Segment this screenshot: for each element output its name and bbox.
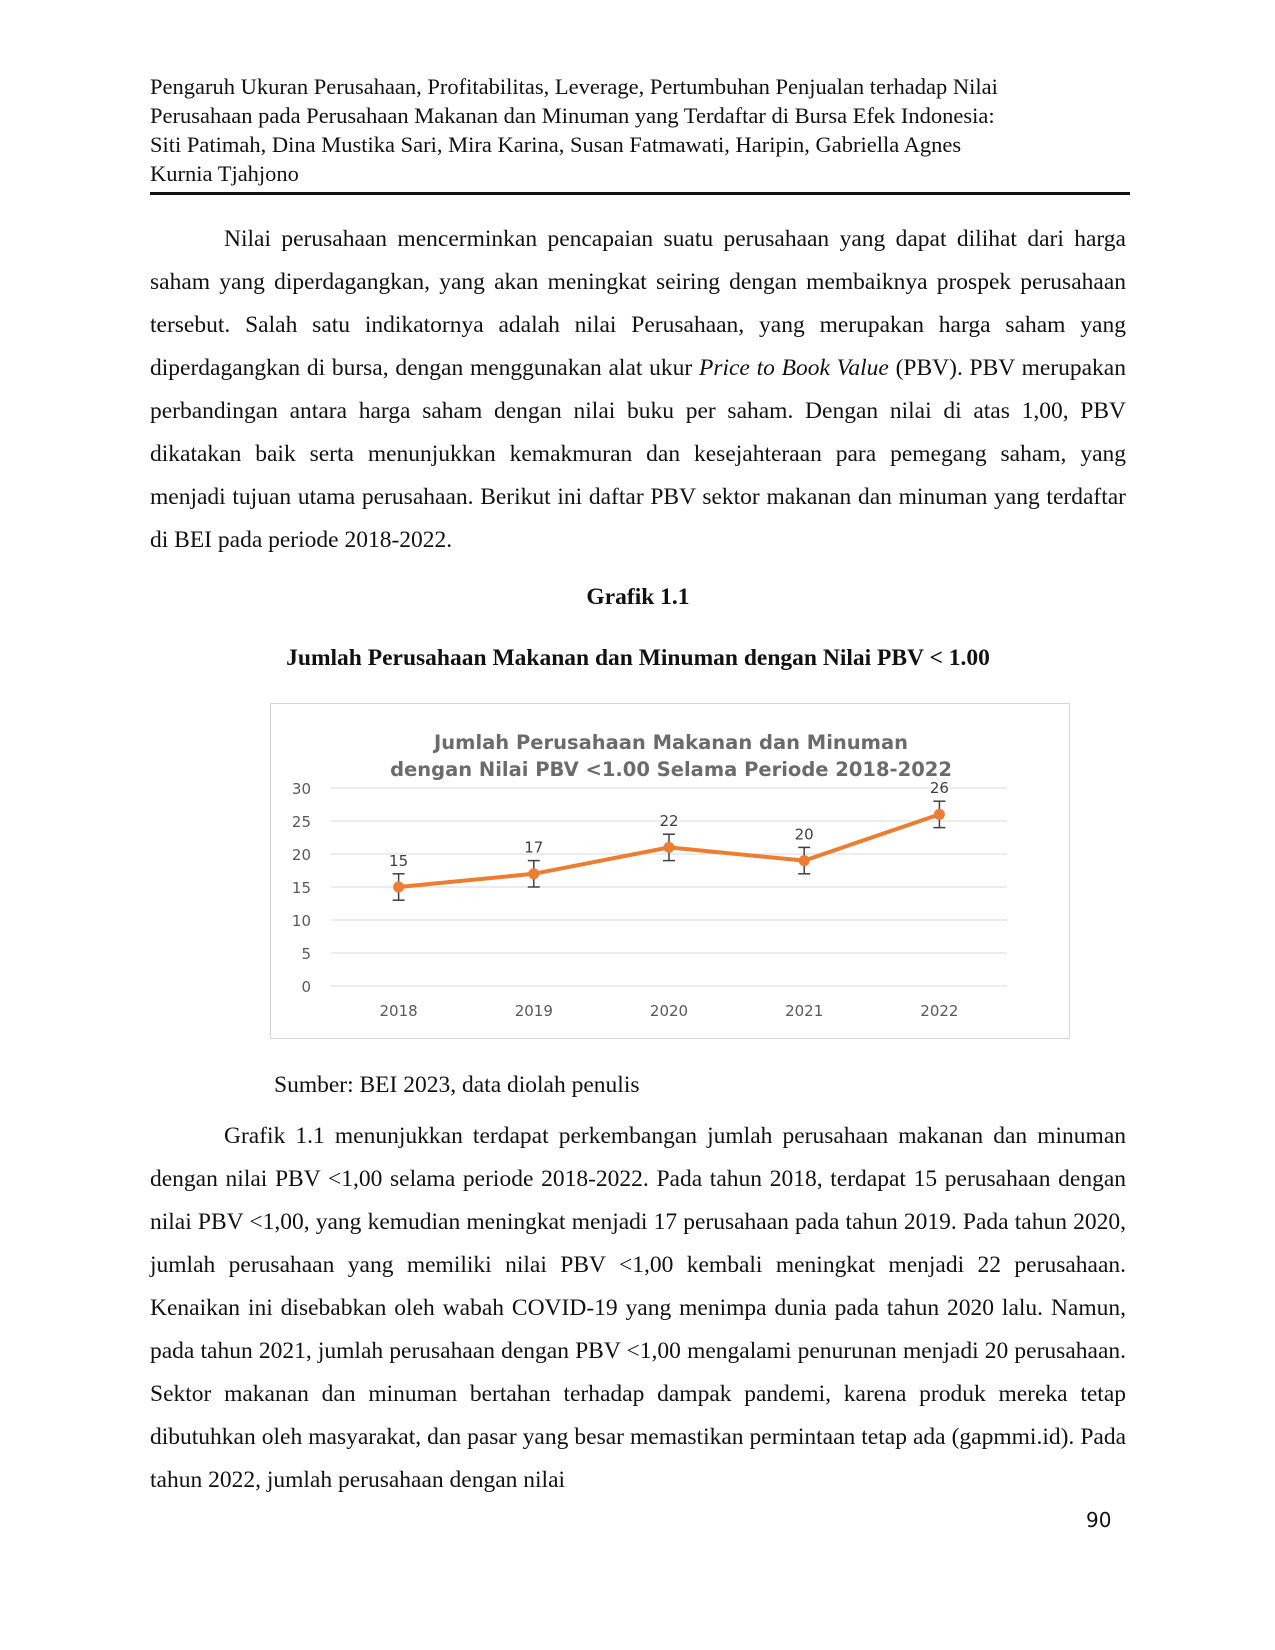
data-labels: 15 17 22 20 26 xyxy=(389,779,949,870)
y-tick-label: 30 xyxy=(292,780,311,798)
y-tick-label: 25 xyxy=(292,813,311,831)
data-points xyxy=(393,808,945,893)
x-tick-label: 2021 xyxy=(785,1002,823,1020)
page-number: 90 xyxy=(1086,1508,1112,1532)
chart-frame: Jumlah Perusahaan Makanan dan Minuman de… xyxy=(270,703,1070,1039)
chart-title-line-1: Jumlah Perusahaan Makanan dan Minuman xyxy=(432,731,908,754)
y-tick-label: 0 xyxy=(301,978,311,996)
figure-label: Grafik 1.1 xyxy=(586,584,690,610)
chart-title-line-2: dengan Nilai PBV <1.00 Selama Periode 20… xyxy=(390,758,952,781)
para1-text-before: Nilai perusahaan mencerminkan pencapaian… xyxy=(150,226,1126,381)
body-paragraph-1: Nilai perusahaan mencerminkan pencapaian… xyxy=(150,218,1126,562)
data-point xyxy=(663,841,675,853)
header-divider xyxy=(150,192,1130,195)
data-point xyxy=(528,868,540,880)
figure-source: Sumber: BEI 2023, data diolah penulis xyxy=(274,1072,640,1098)
data-point xyxy=(798,855,810,867)
y-axis-tick-labels: 0 5 10 15 20 25 30 xyxy=(292,780,311,996)
data-label: 15 xyxy=(389,852,408,870)
line-chart: Jumlah Perusahaan Makanan dan Minuman de… xyxy=(292,731,1007,1020)
running-header: Pengaruh Ukuran Perusahaan, Profitabilit… xyxy=(150,72,1130,188)
x-tick-label: 2020 xyxy=(650,1002,688,1020)
para2-text: Grafik 1.1 menunjukkan terdapat perkemba… xyxy=(150,1123,1126,1493)
data-point xyxy=(933,808,945,820)
x-tick-label: 2019 xyxy=(515,1002,553,1020)
data-label: 20 xyxy=(795,825,814,843)
y-tick-label: 10 xyxy=(292,912,311,930)
figure-title: Jumlah Perusahaan Makanan dan Minuman de… xyxy=(286,645,990,671)
header-line: Kurnia Tjahjono xyxy=(150,161,299,186)
x-tick-label: 2018 xyxy=(380,1002,418,1020)
header-line: Perusahaan pada Perusahaan Makanan dan M… xyxy=(150,103,995,128)
data-label: 17 xyxy=(524,839,543,857)
data-point xyxy=(393,881,405,893)
data-label: 26 xyxy=(930,779,949,797)
x-axis-tick-labels: 2018 2019 2020 2021 2022 xyxy=(380,1002,959,1020)
header-line: Pengaruh Ukuran Perusahaan, Profitabilit… xyxy=(150,74,998,99)
y-tick-label: 20 xyxy=(292,846,311,864)
para1-italic-term: Price to Book Value xyxy=(698,355,889,381)
x-tick-label: 2022 xyxy=(920,1002,958,1020)
y-tick-label: 5 xyxy=(301,945,311,963)
error-bars xyxy=(392,800,946,901)
y-tick-label: 15 xyxy=(292,879,311,897)
body-paragraph-2: Grafik 1.1 menunjukkan terdapat perkemba… xyxy=(150,1115,1126,1502)
data-label: 22 xyxy=(659,812,678,830)
header-line: Siti Patimah, Dina Mustika Sari, Mira Ka… xyxy=(150,132,962,157)
para1-text-after: (PBV). PBV merupakan perbandingan antara… xyxy=(150,355,1126,553)
